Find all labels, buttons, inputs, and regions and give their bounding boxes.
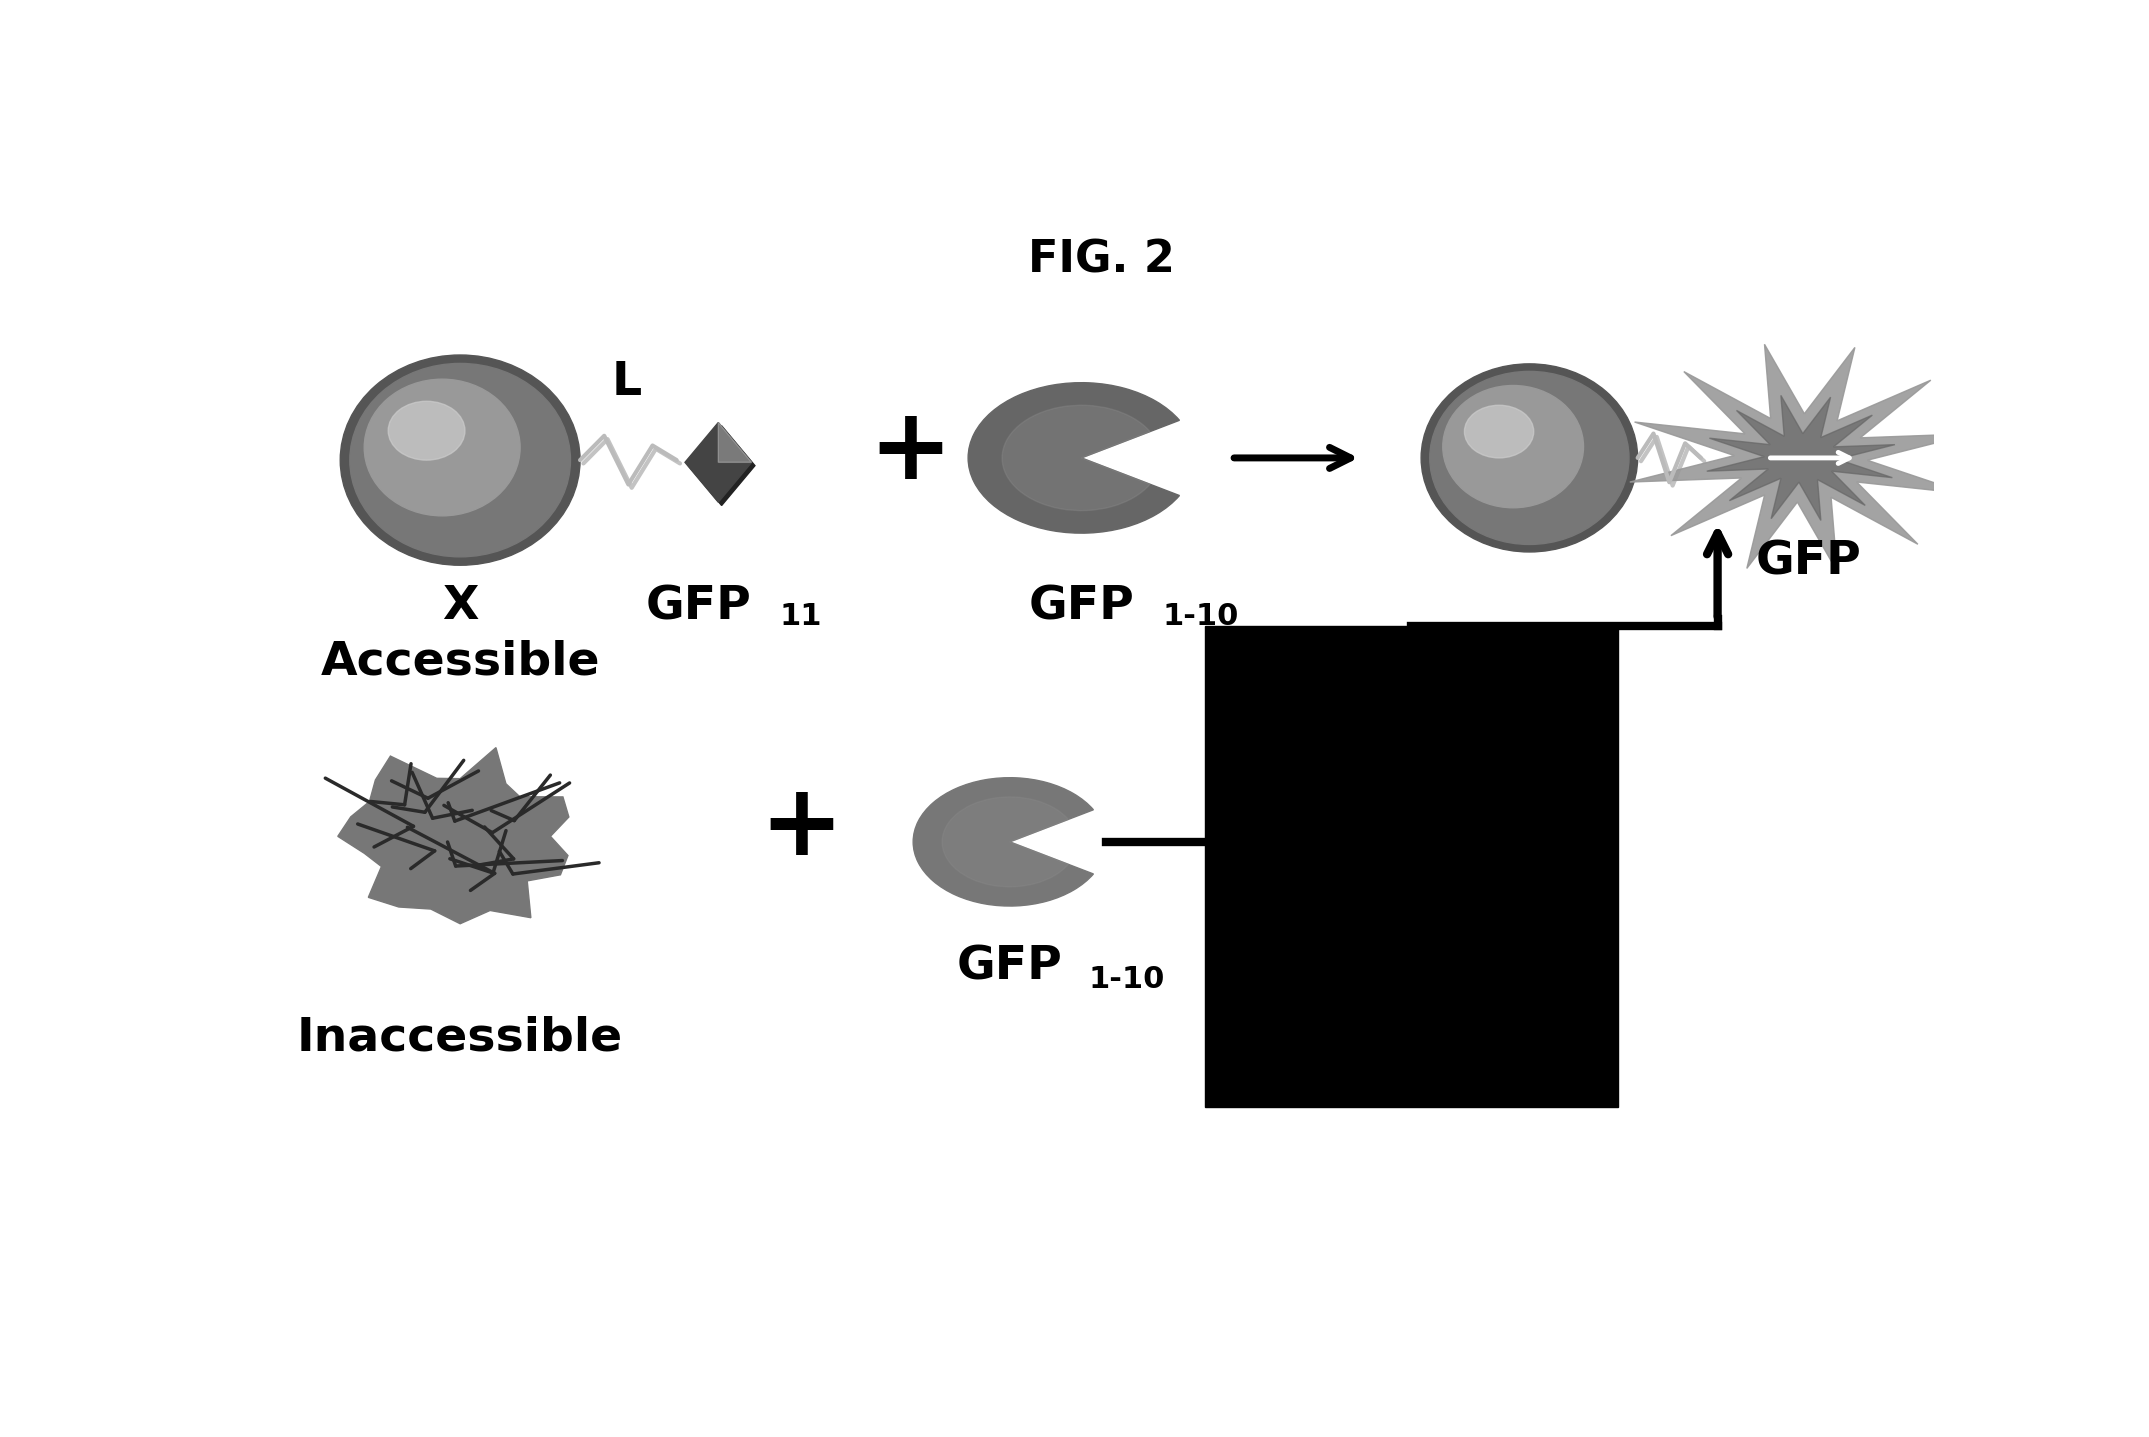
Text: Accessible: Accessible	[320, 639, 600, 684]
Text: Inaccessible: Inaccessible	[297, 1016, 623, 1061]
Text: X: X	[443, 583, 479, 629]
Polygon shape	[686, 422, 752, 502]
Text: L: L	[612, 359, 643, 405]
Text: 11: 11	[780, 602, 823, 631]
Polygon shape	[1629, 345, 1973, 572]
Ellipse shape	[1420, 364, 1638, 552]
Polygon shape	[1706, 395, 1895, 520]
Ellipse shape	[340, 355, 580, 565]
Text: GFP: GFP	[645, 583, 752, 629]
Text: FIG. 2: FIG. 2	[1027, 239, 1176, 282]
Text: +: +	[759, 779, 845, 877]
Text: GFP: GFP	[956, 944, 1064, 990]
Text: GFP: GFP	[1756, 539, 1861, 585]
Wedge shape	[941, 798, 1068, 887]
Bar	[1206, 627, 1618, 1108]
Ellipse shape	[1429, 371, 1629, 545]
Wedge shape	[913, 777, 1094, 907]
Text: +: +	[868, 402, 952, 500]
Ellipse shape	[389, 401, 464, 460]
Polygon shape	[688, 425, 754, 506]
Text: GFP: GFP	[1029, 583, 1135, 629]
Wedge shape	[1001, 405, 1150, 510]
Polygon shape	[718, 422, 752, 463]
Ellipse shape	[1442, 385, 1584, 507]
Text: 1-10: 1-10	[1163, 602, 1240, 631]
Polygon shape	[337, 747, 569, 924]
Ellipse shape	[363, 379, 520, 516]
Ellipse shape	[1463, 405, 1534, 458]
Wedge shape	[967, 382, 1180, 533]
Text: 1-10: 1-10	[1087, 964, 1165, 994]
Ellipse shape	[350, 364, 569, 556]
